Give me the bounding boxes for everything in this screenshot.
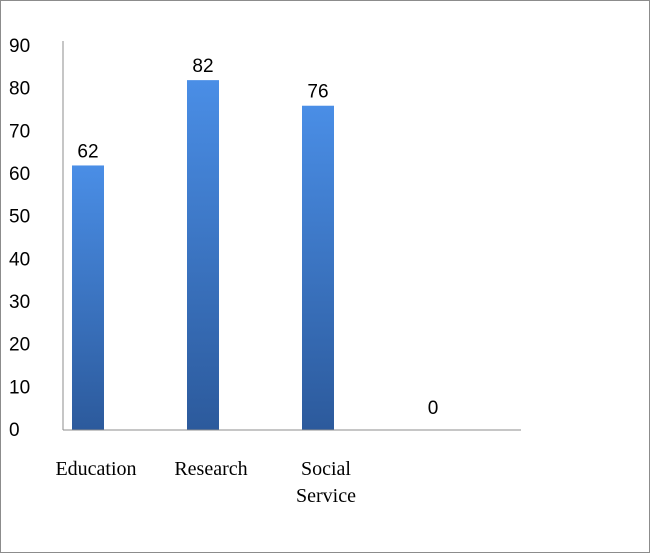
data-label: 0 (428, 398, 439, 419)
bar (72, 165, 104, 430)
data-label: 82 (192, 56, 213, 77)
y-tick-label: 70 (9, 121, 30, 142)
category-label: Education (55, 458, 136, 480)
bar (302, 105, 334, 430)
y-tick-label: 60 (9, 164, 30, 185)
category-labels: Education Research Social Service (55, 458, 356, 507)
bar-series (72, 80, 334, 430)
data-labels: 62 82 76 0 (77, 56, 438, 419)
category-label: Service (296, 485, 356, 507)
category-label: Social (301, 458, 351, 480)
y-tick-label: 40 (9, 249, 30, 270)
y-tick-label: 30 (9, 292, 30, 313)
category-label: Research (174, 458, 247, 480)
y-axis-tick-labels: 0 10 20 30 40 50 60 70 80 90 (9, 36, 30, 441)
y-tick-label: 50 (9, 207, 30, 228)
y-tick-label: 10 (9, 377, 30, 398)
y-tick-label: 90 (9, 36, 30, 57)
y-tick-label: 20 (9, 335, 30, 356)
bar (187, 80, 219, 430)
y-tick-label: 80 (9, 79, 30, 100)
data-label: 62 (77, 141, 98, 162)
data-label: 76 (307, 82, 328, 103)
y-tick-label: 0 (9, 420, 20, 441)
